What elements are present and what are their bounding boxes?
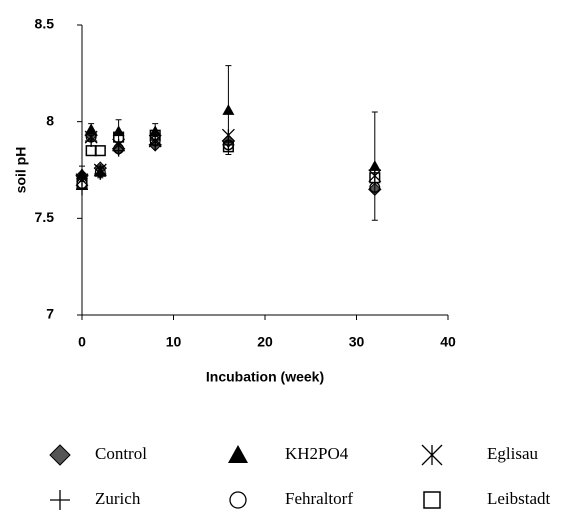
x-tick-label: 40	[440, 334, 456, 350]
data-point	[113, 131, 125, 143]
legend-label: KH2PO4	[285, 444, 349, 463]
data-point	[85, 131, 97, 143]
data-point	[222, 141, 234, 153]
legend-label: Control	[95, 444, 147, 463]
data-point	[85, 135, 98, 147]
data-point	[112, 125, 125, 137]
data-point	[94, 166, 106, 178]
x-tick-label: 10	[166, 334, 182, 350]
x-tick-label: 20	[257, 334, 273, 350]
legend-marker	[423, 491, 441, 509]
data-point	[369, 172, 381, 184]
x-axis-label: Incubation (week)	[206, 369, 324, 385]
y-axis-label: soil pH	[13, 147, 29, 194]
y-tick-label: 7	[46, 306, 54, 322]
y-tick-label: 8.5	[35, 16, 55, 32]
data-point	[85, 123, 98, 135]
y-tick-label: 8	[46, 112, 54, 128]
data-point	[113, 143, 125, 155]
legend-marker	[49, 444, 71, 466]
data-point	[149, 129, 161, 141]
x-tick-label: 0	[78, 334, 86, 350]
data-point	[222, 138, 235, 151]
legend-marker	[421, 444, 443, 466]
data-point	[149, 138, 162, 151]
data-point	[76, 183, 88, 196]
data-point	[222, 104, 235, 115]
legend-label: Leibstadt	[487, 489, 551, 508]
x-tick-label: 30	[349, 334, 365, 350]
legend-marker	[50, 490, 70, 510]
data-point	[149, 135, 161, 147]
data-point	[76, 177, 88, 190]
legend-marker	[229, 491, 247, 509]
data-point	[94, 145, 106, 157]
legend-marker	[228, 445, 248, 463]
y-tick-label: 7.5	[35, 209, 55, 225]
legend-label: Zurich	[95, 489, 141, 508]
data-point	[85, 145, 97, 157]
legend-label: Eglisau	[487, 444, 538, 463]
data-point	[368, 164, 381, 176]
legend-label: Fehraltorf	[285, 489, 353, 508]
